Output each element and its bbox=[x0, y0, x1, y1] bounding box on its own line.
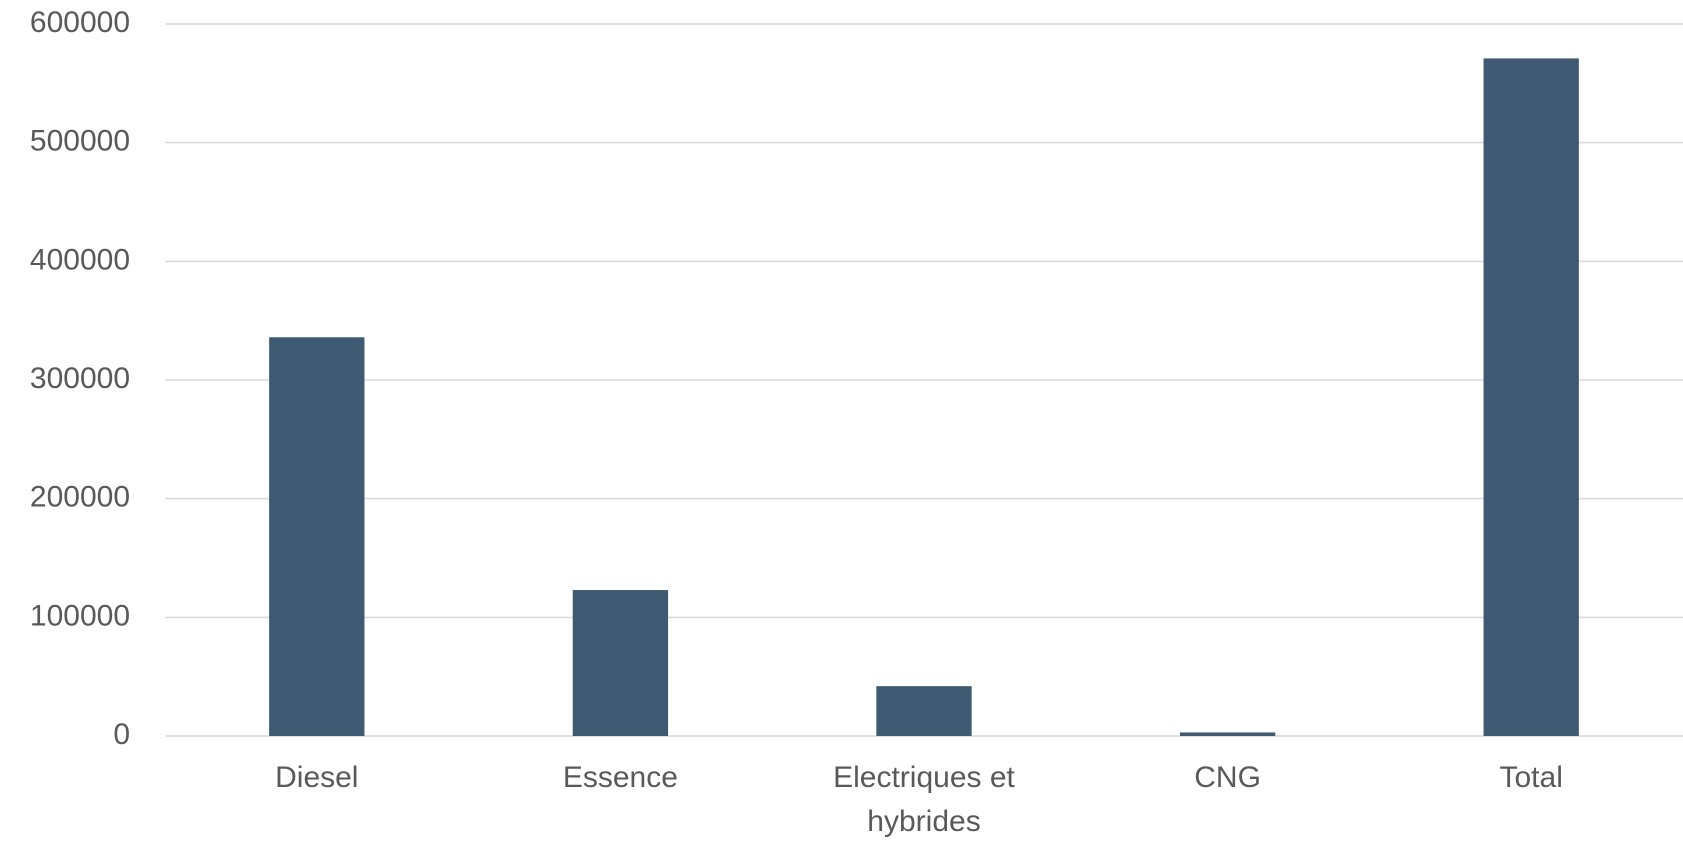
y-tick-label: 100000 bbox=[30, 599, 130, 632]
x-tick-label: Electriques et hybrides bbox=[833, 761, 1015, 838]
y-tick-label: 400000 bbox=[30, 243, 130, 276]
y-tick-label: 200000 bbox=[30, 481, 130, 514]
bar bbox=[1483, 58, 1579, 737]
bar bbox=[269, 337, 365, 736]
x-tick-label: Diesel bbox=[275, 761, 359, 794]
x-tick-label: CNG bbox=[1194, 761, 1261, 794]
y-tick-label: 600000 bbox=[30, 6, 130, 39]
x-tick-label: Total bbox=[1499, 761, 1563, 794]
y-tick-label: 500000 bbox=[30, 125, 130, 158]
bar bbox=[572, 590, 669, 736]
bar bbox=[1179, 732, 1276, 736]
bar bbox=[876, 686, 972, 736]
x-tick-label: Essence bbox=[562, 761, 678, 794]
y-tick-label: 0 bbox=[113, 718, 130, 751]
y-tick-label: 300000 bbox=[30, 362, 130, 395]
